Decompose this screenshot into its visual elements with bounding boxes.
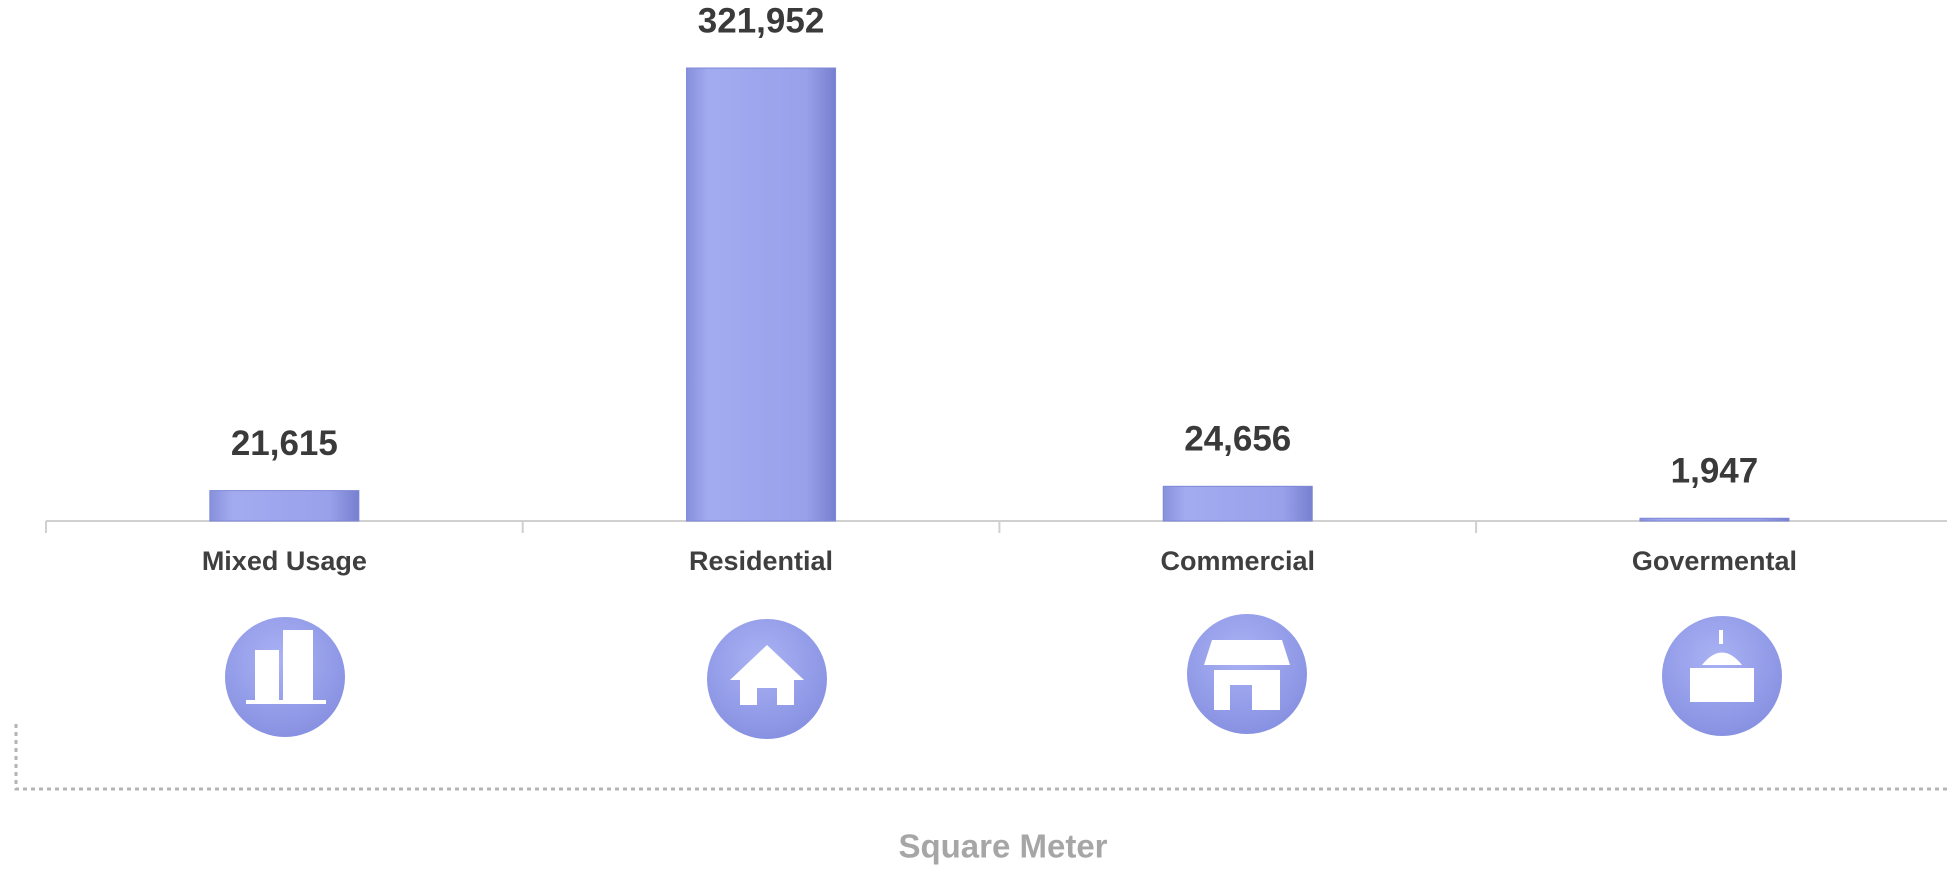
category-label: Mixed Usage bbox=[202, 546, 367, 576]
icon-commercial bbox=[1187, 614, 1307, 734]
bar bbox=[1639, 517, 1790, 522]
icon-residential bbox=[707, 619, 827, 739]
value-label: 321,952 bbox=[698, 1, 825, 40]
frame bbox=[14, 724, 1947, 791]
value-label: 1,947 bbox=[1671, 452, 1759, 491]
bar bbox=[1162, 485, 1313, 522]
bar bbox=[209, 490, 360, 522]
plot-area: 21,615 Mixed Usage 321,952 Residential 24,65… bbox=[45, 1, 1947, 576]
value-label: 21,615 bbox=[231, 424, 338, 463]
icon-govermental bbox=[1662, 616, 1782, 736]
icon-mixed-usage bbox=[225, 617, 345, 737]
category-label: Govermental bbox=[1632, 546, 1797, 576]
category-label: Residential bbox=[689, 546, 833, 576]
value-label: 24,656 bbox=[1184, 420, 1291, 459]
axis-title: Square Meter bbox=[898, 828, 1107, 865]
category-label: Commercial bbox=[1160, 546, 1315, 576]
bar bbox=[686, 67, 837, 522]
